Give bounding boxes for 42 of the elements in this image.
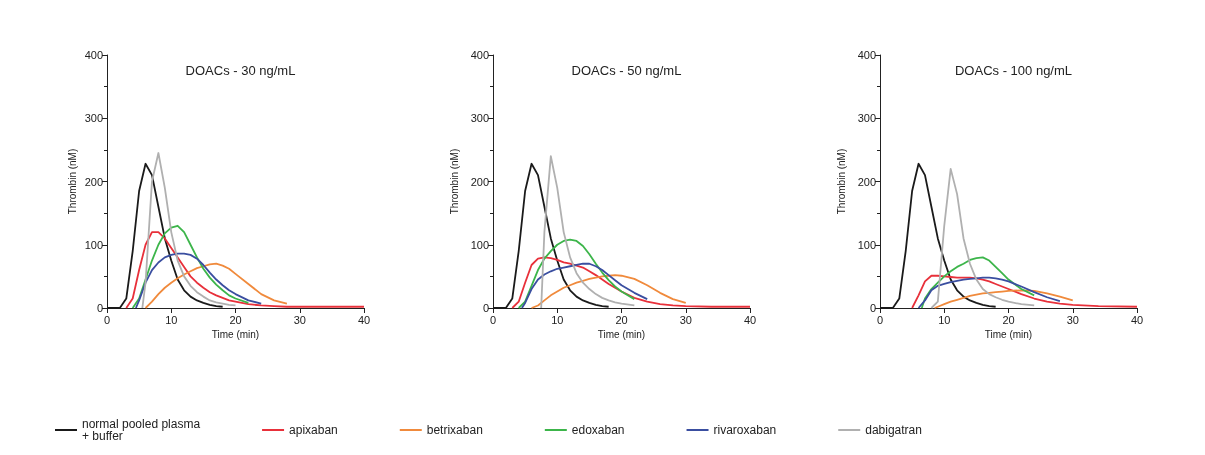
x-tick-label: 30 [1066,313,1079,326]
x-tick-label: 10 [938,313,951,326]
x-axis-title: Time (min) [984,329,1033,341]
y-tick-label: 100 [84,238,103,251]
x-tick-label: 0 [489,313,497,326]
x-axis-title: Time (min) [211,329,260,341]
legend-label: dabigatran [865,423,922,437]
y-tick-label: 200 [84,175,103,188]
x-axis-title: Time (min) [597,329,646,341]
y-tick-label: 100 [857,238,876,251]
y-axis-title: Thrombin (nM) [449,148,461,215]
y-tick-label: 400 [857,49,876,61]
x-tick-label: 30 [293,313,306,326]
x-tick-label: 30 [679,313,692,326]
x-tick-label: 40 [357,313,371,326]
text: DOACs - 100 ng/mL [954,63,1073,78]
x-tick-label: 20 [229,313,242,326]
x-tick-label: 40 [743,313,757,326]
y-axis-title: Thrombin (nM) [66,148,78,215]
x-tick-label: 40 [1130,313,1144,326]
y-tick-label: 300 [84,112,103,125]
y-tick-label: 400 [470,49,489,61]
x-tick-label: 0 [103,313,111,326]
x-tick-label: 20 [615,313,628,326]
legend-label: betrixaban [426,423,483,437]
x-tick-label: 20 [1002,313,1015,326]
text: DOACs - 30 ng/mL [185,63,296,78]
y-tick-label: 200 [857,175,876,188]
legend-label: apixaban [289,423,338,437]
y-tick-label: 200 [470,175,489,188]
text: DOACs - 50 ng/mL [571,63,682,78]
y-tick-label: 300 [857,112,876,125]
x-tick-label: 0 [876,313,884,326]
legend-label: normal pooled plasma + buffer [82,417,201,443]
legend-label: rivaroxaban [713,423,777,437]
x-tick-label: 10 [551,313,564,326]
x-tick-label: 10 [165,313,178,326]
y-axis-title: Thrombin (nM) [836,148,848,215]
legend-label: edoxaban [571,423,625,437]
y-tick-label: 100 [470,238,489,251]
y-tick-label: 400 [84,49,103,61]
y-tick-label: 300 [470,112,489,125]
